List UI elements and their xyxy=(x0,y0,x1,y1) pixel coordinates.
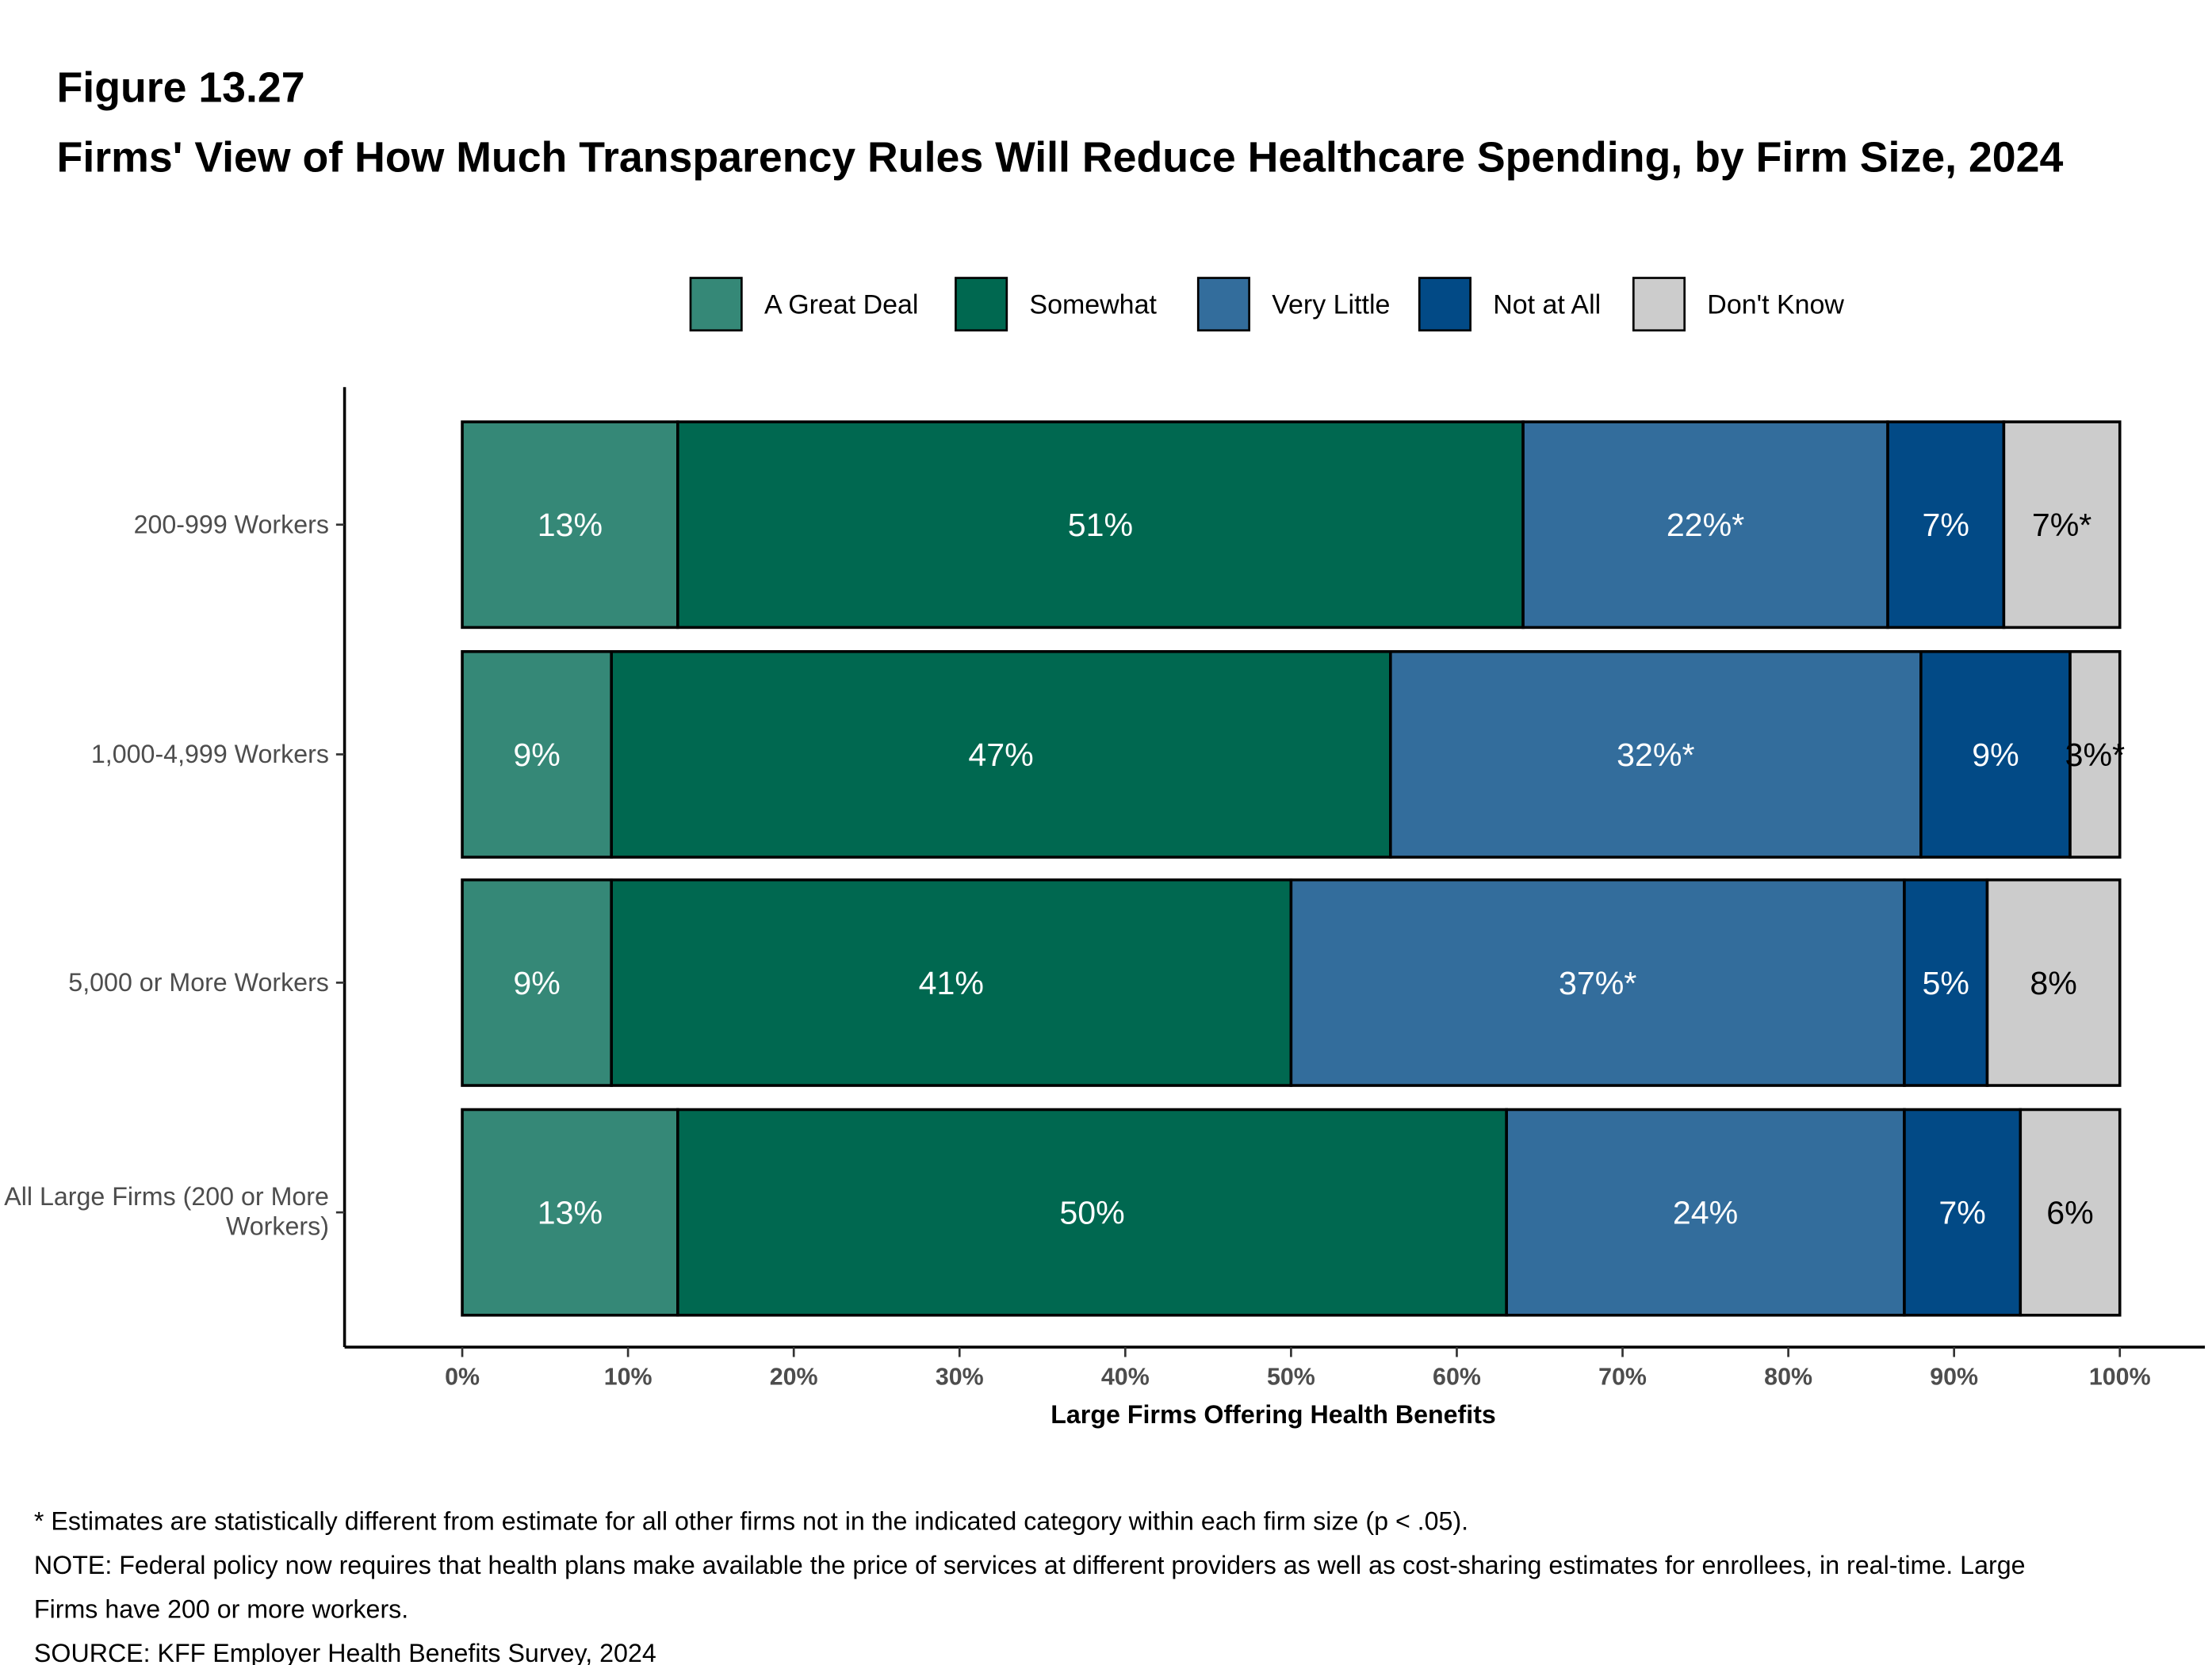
bar-segment xyxy=(1389,650,1923,859)
legend-label: Somewhat xyxy=(1029,289,1157,320)
bar-segment xyxy=(610,878,1293,1087)
y-tick-label: 1,000-4,999 Workers xyxy=(90,739,329,768)
bar-value-label: 9% xyxy=(513,737,560,773)
legend-label: Very Little xyxy=(1272,289,1390,320)
title-box: Firms' View of How Much Transparency Rul… xyxy=(56,134,2064,182)
bar-value-label: 3%* xyxy=(2065,737,2125,773)
footnote-box: * Estimates are statistically different … xyxy=(33,1507,1469,1536)
x-tick-label: 50% xyxy=(1267,1363,1315,1390)
bar-value-label: 32%* xyxy=(1617,737,1694,773)
chart-title: Firms' View of How Much Transparency Rul… xyxy=(56,134,2064,182)
x-tick-label: 90% xyxy=(1930,1363,1978,1390)
legend-swatch xyxy=(1632,277,1686,332)
bar-segment xyxy=(676,1108,1508,1317)
y-tick-label-box: 200-999 Workers xyxy=(133,509,329,538)
legend-swatch xyxy=(955,277,1008,332)
bar-value-label: 6% xyxy=(2046,1195,2093,1231)
bar-segment xyxy=(1289,878,1906,1087)
bar-segment xyxy=(2019,1108,2122,1317)
bar-segment xyxy=(1521,420,1889,630)
bar-segment xyxy=(2068,650,2122,859)
bar-value-label: 9% xyxy=(1972,737,2019,773)
x-tick-label: 30% xyxy=(936,1363,984,1390)
bar-value-label: 24% xyxy=(1673,1195,1738,1231)
figure-label: Figure 13.27 xyxy=(57,64,305,112)
bar-segment xyxy=(610,650,1392,859)
x-tick-label: 20% xyxy=(770,1363,818,1390)
bar-segment xyxy=(1505,1108,1906,1317)
legend-swatch xyxy=(689,277,743,332)
bar-segment xyxy=(461,650,613,859)
bar-segment xyxy=(1903,1108,2023,1317)
bar-value-label: 13% xyxy=(538,1195,603,1231)
x-tick-label: 0% xyxy=(445,1363,480,1390)
y-tick-label-box: All Large Firms (200 or More Workers) xyxy=(4,1182,329,1241)
bar-segment xyxy=(1903,878,1989,1087)
y-tick-label-box: 5,000 or More Workers xyxy=(68,967,329,997)
bar-value-label: 8% xyxy=(2030,965,2076,1001)
footnote: SOURCE: KFF Employer Health Benefits Sur… xyxy=(33,1639,656,1665)
footnote-box: NOTE: Federal policy now requires that h… xyxy=(33,1551,2026,1624)
y-tick-label-box: 1,000-4,999 Workers xyxy=(90,739,329,768)
bar-value-label: 9% xyxy=(513,965,560,1001)
bar-value-label: 37%* xyxy=(1559,965,1636,1001)
x-tick-label: 40% xyxy=(1101,1363,1150,1390)
bar-value-label: 7%* xyxy=(2032,507,2091,543)
y-tick-label: All Large Firms (200 or More Workers) xyxy=(4,1182,329,1241)
y-tick-label: 200-999 Workers xyxy=(133,509,329,538)
x-tick-label: 10% xyxy=(604,1363,653,1390)
legend-label: Not at All xyxy=(1493,289,1601,320)
bar-value-label: 7% xyxy=(1938,1195,1985,1231)
bar-segment xyxy=(1985,878,2122,1087)
x-axis-title: Large Firms Offering Health Benefits xyxy=(1051,1400,1496,1429)
bar-segment xyxy=(2002,420,2122,630)
bar-value-label: 51% xyxy=(1068,507,1133,543)
y-tick-label: 5,000 or More Workers xyxy=(68,967,329,997)
footnote: * Estimates are statistically different … xyxy=(33,1507,1469,1536)
bar-segment xyxy=(461,1108,679,1317)
bar-value-label: 7% xyxy=(1922,507,1969,543)
legend-label: Don't Know xyxy=(1707,289,1844,320)
footnote: NOTE: Federal policy now requires that h… xyxy=(33,1551,2026,1624)
bar-segment xyxy=(1919,650,2072,859)
bar-value-label: 47% xyxy=(968,737,1033,773)
legend-label: A Great Deal xyxy=(764,289,918,320)
bar-value-label: 13% xyxy=(538,507,603,543)
x-tick-label: 80% xyxy=(1764,1363,1812,1390)
bar-value-label: 50% xyxy=(1059,1195,1124,1231)
x-tick-label: 70% xyxy=(1598,1363,1647,1390)
bar-value-label: 41% xyxy=(919,965,984,1001)
x-tick-label: 100% xyxy=(2089,1363,2151,1390)
bar-value-label: 5% xyxy=(1922,965,1969,1001)
bar-value-label: 22%* xyxy=(1667,507,1744,543)
footnote-box: SOURCE: KFF Employer Health Benefits Sur… xyxy=(33,1639,656,1665)
x-tick-label: 60% xyxy=(1433,1363,1481,1390)
bar-segment xyxy=(461,878,613,1087)
legend-swatch xyxy=(1196,277,1250,332)
legend-swatch xyxy=(1418,277,1471,332)
